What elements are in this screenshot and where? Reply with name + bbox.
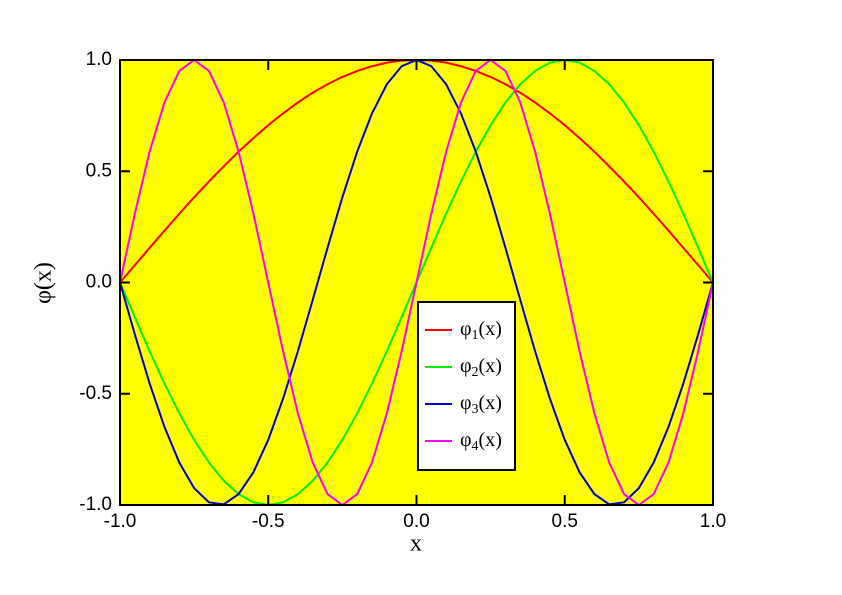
- legend-label: φ4(x): [460, 429, 502, 455]
- y-tick-label: -1.0: [79, 494, 112, 515]
- plot-frame: [119, 59, 714, 506]
- y-axis-label: φ(x): [31, 262, 57, 304]
- legend: φ1(x) φ2(x) φ3(x) φ4(x): [417, 301, 516, 471]
- y-tick-label: -0.5: [79, 383, 112, 404]
- legend-label: φ2(x): [460, 355, 502, 381]
- x-tick-label: 1.0: [700, 511, 726, 532]
- x-tick-label: -0.5: [252, 511, 285, 532]
- x-tick-label: 0.5: [552, 511, 578, 532]
- y-tick-label: 0.0: [86, 272, 112, 293]
- y-tick-label: 1.0: [86, 49, 112, 70]
- x-tick-label: 0.0: [403, 511, 429, 532]
- x-tick-label: -1.0: [104, 511, 137, 532]
- series-line: [119, 58, 714, 507]
- legend-label: φ1(x): [460, 318, 502, 344]
- legend-label: φ3(x): [460, 392, 502, 418]
- y-tick-label: 0.5: [86, 160, 112, 181]
- x-axis-label: x: [410, 531, 422, 557]
